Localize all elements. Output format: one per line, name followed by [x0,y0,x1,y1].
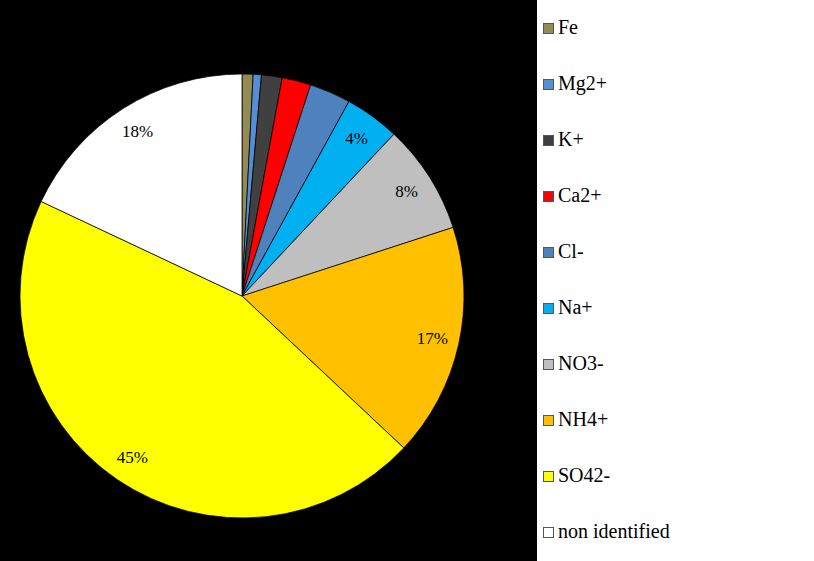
svg-text:8%: 8% [395,182,418,201]
svg-text:17%: 17% [417,329,448,348]
svg-text:4%: 4% [345,129,368,148]
html-text:NO3-: NO3- [558,352,604,374]
html-text:non identified: non identified [558,520,670,542]
html-text:SO42-: SO42- [558,464,611,486]
html-text:Ca2+: Ca2+ [558,184,602,206]
html-text:Mg2+: Mg2+ [558,72,608,94]
html-text:Cl-: Cl- [558,240,584,262]
svg-text:45%: 45% [117,448,148,467]
html-text:Fe: Fe [558,16,578,38]
svg-text:18%: 18% [122,122,153,141]
html-text:Na+: Na+ [558,296,593,318]
html-text:NH4+: NH4+ [558,408,609,430]
html-text:K+: K+ [558,128,584,150]
